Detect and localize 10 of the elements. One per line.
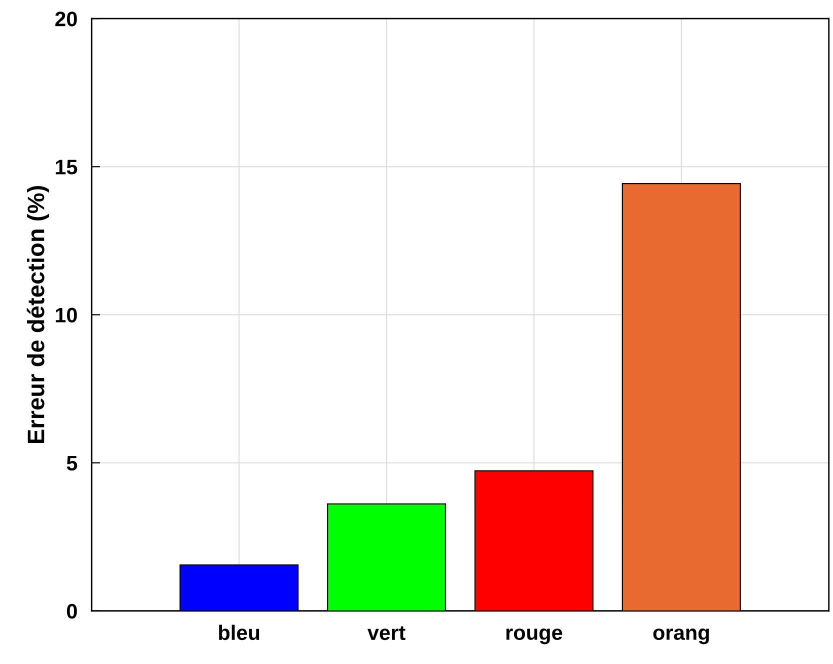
y-tick-label: 15 xyxy=(56,160,78,174)
y-axis-title: Erreur de détection (%) xyxy=(26,186,50,444)
y-tick-label: 10 xyxy=(56,308,77,322)
x-tick-label: bleu xyxy=(219,624,260,640)
x-tick-label: rouge xyxy=(506,628,562,644)
x-tick-label: orang xyxy=(653,628,709,644)
x-tick-label: vert xyxy=(367,626,406,640)
y-tick-label: 0 xyxy=(66,604,77,619)
y-tick-label: 20 xyxy=(55,12,77,26)
y-tick-label: 5 xyxy=(66,456,78,471)
